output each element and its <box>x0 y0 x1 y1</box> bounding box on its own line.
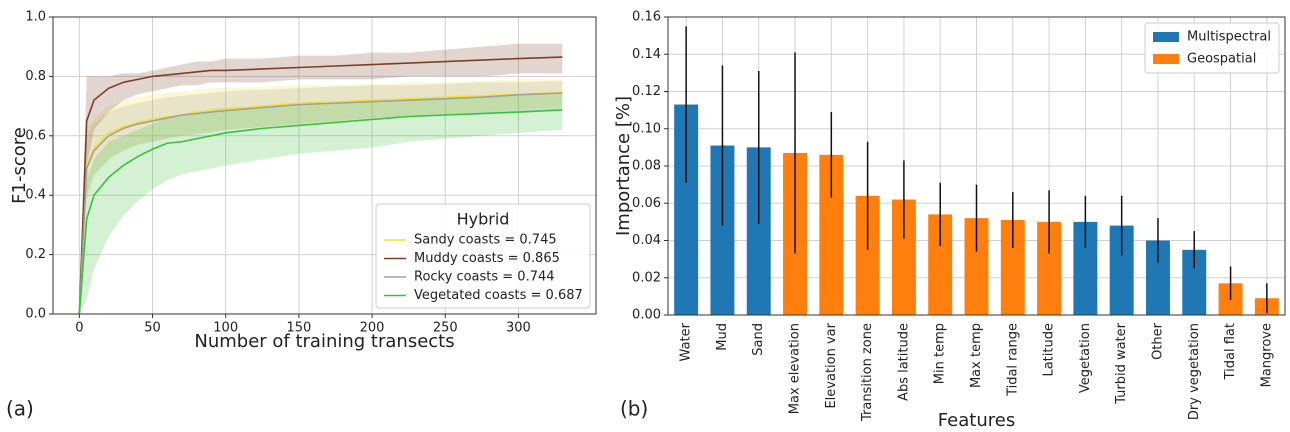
bar <box>1037 221 1062 315</box>
y-tick-label: 0.06 <box>632 196 661 211</box>
y-tick-label: 0.4 <box>25 188 46 203</box>
legend-label: Vegetated coasts = 0.687 <box>414 288 583 303</box>
bar <box>964 218 989 315</box>
bar <box>1182 249 1207 315</box>
y-tick-label: 0.12 <box>632 84 661 99</box>
x-tick-label: 150 <box>286 321 311 336</box>
x-tick-label: 100 <box>213 321 238 336</box>
y-tick-label: 0.0 <box>25 307 46 322</box>
x-tick-label: 0 <box>75 321 83 336</box>
bar <box>710 145 735 315</box>
legend-swatch <box>1153 32 1179 42</box>
bar <box>746 147 771 315</box>
plot-frame <box>667 16 1286 316</box>
confidence-band <box>79 79 563 315</box>
y-tick-label: 0.2 <box>25 247 46 262</box>
y-tick-label: 0.04 <box>632 233 661 248</box>
x-tick-label: 200 <box>360 321 385 336</box>
bar <box>1000 220 1025 315</box>
y-tick-label: 0.16 <box>632 10 661 25</box>
x-tick-label: Transition zone <box>860 323 875 422</box>
y-tick-label: 0.10 <box>632 121 661 136</box>
x-tick-label: Mangrove <box>1259 323 1274 387</box>
bar <box>1109 225 1134 315</box>
bar <box>855 195 880 315</box>
legend-label: Muddy coasts = 0.865 <box>414 251 560 266</box>
bar <box>819 154 844 315</box>
y-tick-label: 0.00 <box>632 308 661 323</box>
x-tick-label: Abs latitude <box>896 323 911 401</box>
line <box>78 56 563 315</box>
x-axis-label: Features <box>938 410 1015 431</box>
x-tick-label: 250 <box>433 321 458 336</box>
x-tick-label: Tidal range <box>1005 323 1020 397</box>
legend-label: Rocky coasts = 0.744 <box>414 270 555 285</box>
legend-box <box>375 203 591 309</box>
x-tick-label: Dry vegetation <box>1187 323 1202 420</box>
y-axis-label: F1-score <box>9 127 30 204</box>
legend-label: Geospatial <box>1187 52 1256 67</box>
legend-label: Sandy coasts = 0.745 <box>414 233 557 248</box>
bar <box>674 104 699 315</box>
confidence-band <box>79 43 563 314</box>
confidence-band <box>79 80 563 314</box>
panel-label: (a) <box>6 397 34 421</box>
y-tick-label: 1.0 <box>25 10 46 25</box>
x-tick-label: Latitude <box>1042 323 1057 377</box>
x-tick-label: 300 <box>506 321 531 336</box>
plot-frame <box>52 16 597 315</box>
y-tick-label: 0.02 <box>632 270 661 285</box>
x-tick-label: Mud <box>715 323 730 351</box>
x-tick-label: Turbid water <box>1114 322 1129 404</box>
y-tick-label: 0.8 <box>25 69 46 84</box>
x-tick-label: Sand <box>751 323 766 356</box>
x-tick-label: Min temp <box>933 323 948 384</box>
x-axis-label: Number of training transects <box>194 331 454 352</box>
y-axis-label: Importance [%] <box>613 96 634 236</box>
x-tick-label: Max elevation <box>788 323 803 414</box>
y-tick-label: 0.08 <box>632 159 661 174</box>
y-tick-label: 0.6 <box>25 128 46 143</box>
x-tick-label: Water <box>679 322 694 361</box>
line <box>78 109 563 315</box>
panel-label: (b) <box>620 397 648 421</box>
bar <box>1073 221 1098 315</box>
bar <box>891 199 916 315</box>
y-tick-label: 0.14 <box>632 47 661 62</box>
bar <box>928 214 953 315</box>
line <box>78 91 563 315</box>
x-tick-label: Max temp <box>969 323 984 388</box>
x-tick-label: 50 <box>144 321 161 336</box>
x-tick-label: Elevation var <box>824 322 839 408</box>
x-tick-label: Vegetation <box>1078 323 1093 393</box>
x-tick-label: Tidal flat <box>1223 323 1238 380</box>
legend-title: Hybrid <box>457 210 510 229</box>
x-tick-label: Other <box>1150 322 1165 360</box>
line <box>78 92 563 315</box>
confidence-band <box>79 94 563 314</box>
legend-label: Multispectral <box>1187 30 1271 45</box>
legend-swatch <box>1153 54 1179 64</box>
bar <box>1145 240 1170 315</box>
